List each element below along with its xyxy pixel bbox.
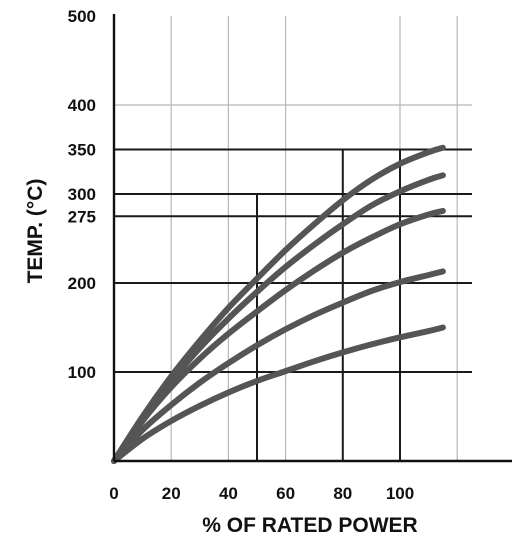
x-axis-label: % OF RATED POWER bbox=[202, 514, 417, 537]
curve-2 bbox=[111, 172, 446, 464]
x-tick-label: 60 bbox=[276, 484, 295, 503]
curve-4 bbox=[111, 268, 446, 464]
x-tick-labels: 0 20 40 60 80 100 bbox=[109, 484, 414, 503]
x-tick-label: 40 bbox=[219, 484, 238, 503]
x-tick-label: 0 bbox=[109, 484, 118, 503]
curve-3 bbox=[111, 207, 446, 464]
y-axis-label: TEMP. (°C) bbox=[24, 179, 47, 284]
y-tick-label: 400 bbox=[68, 96, 96, 115]
major-gridlines bbox=[114, 148, 472, 461]
curve-5 bbox=[111, 324, 446, 464]
x-tick-label: 20 bbox=[162, 484, 181, 503]
y-tick-label: 200 bbox=[68, 274, 96, 293]
y-tick-label: 300 bbox=[68, 185, 96, 204]
y-tick-label: 275 bbox=[68, 207, 96, 226]
y-tick-label: 100 bbox=[68, 363, 96, 382]
temperature-curves bbox=[111, 144, 446, 464]
x-tick-label: 80 bbox=[333, 484, 352, 503]
y-tick-labels: 100 200 275 300 350 400 500 bbox=[68, 7, 96, 382]
y-tick-label: 500 bbox=[68, 7, 96, 26]
y-tick-label: 350 bbox=[68, 141, 96, 160]
x-tick-label: 100 bbox=[386, 484, 414, 503]
axes bbox=[112, 14, 512, 463]
